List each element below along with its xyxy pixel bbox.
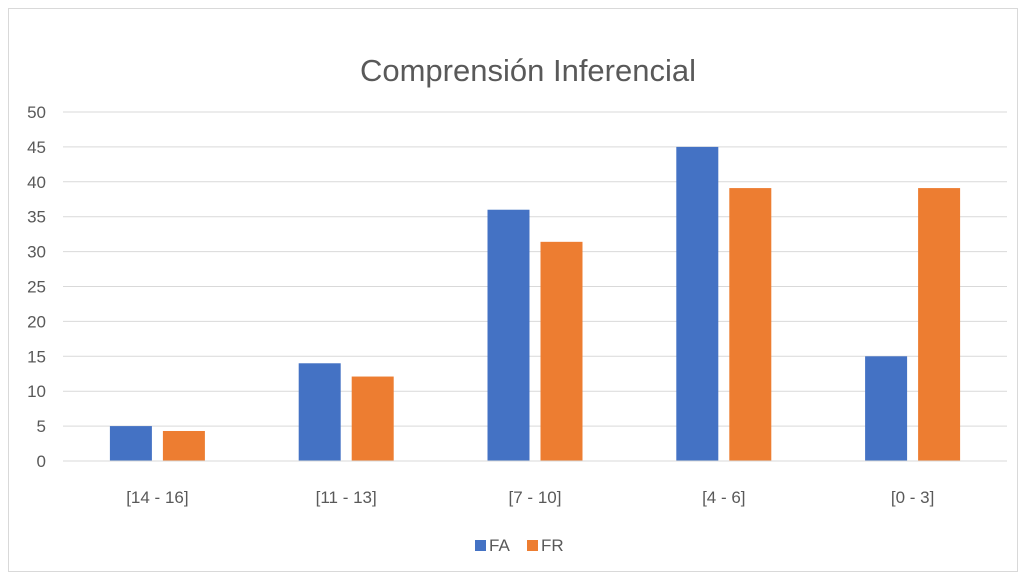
x-tick-label: [7 - 10] [509, 488, 562, 507]
legend-label-fr: FR [541, 536, 564, 555]
legend-label-fa: FA [489, 536, 510, 555]
bar-fr [540, 241, 583, 461]
bars [109, 146, 961, 461]
bar-fr [351, 376, 394, 461]
y-tick-label: 20 [27, 312, 46, 331]
y-tick-label: 50 [27, 103, 46, 122]
y-tick-label: 10 [27, 382, 46, 401]
y-tick-label: 30 [27, 243, 46, 262]
y-tick-label: 25 [27, 278, 46, 297]
bar-chart: Comprensión Inferencial 0 5 10 15 20 25 30 35 40… [27, 53, 1007, 555]
y-axis-ticks: 0 5 10 15 20 25 30 35 40 45 50 [27, 103, 46, 471]
bar-fa [487, 209, 530, 461]
x-tick-label: [14 - 16] [126, 488, 188, 507]
bar-fa [109, 426, 152, 461]
y-tick-label: 40 [27, 173, 46, 192]
x-tick-label: [4 - 6] [702, 488, 745, 507]
y-tick-label: 15 [27, 347, 46, 366]
legend-swatch-fr [527, 540, 538, 551]
y-tick-label: 35 [27, 208, 46, 227]
x-tick-label: [0 - 3] [891, 488, 934, 507]
x-axis-ticks: [14 - 16] [11 - 13] [7 - 10] [4 - 6] [0 - 3] [126, 488, 934, 507]
x-tick-label: [11 - 13] [316, 488, 377, 507]
bar-fr [918, 188, 961, 461]
y-tick-label: 5 [37, 417, 46, 436]
bar-fa [676, 146, 719, 461]
legend-swatch-fa [475, 540, 486, 551]
bar-fa [298, 363, 341, 461]
y-tick-label: 0 [37, 452, 46, 471]
bar-fa [865, 356, 908, 461]
y-tick-label: 45 [27, 138, 46, 157]
gridlines [63, 111, 1007, 427]
legend: FA FR [475, 536, 564, 555]
chart-container: Comprensión Inferencial 0 5 10 15 20 25 30 35 40… [8, 8, 1018, 572]
bar-fr [729, 188, 772, 461]
bar-fr [162, 430, 205, 461]
chart-title: Comprensión Inferencial [360, 53, 696, 88]
